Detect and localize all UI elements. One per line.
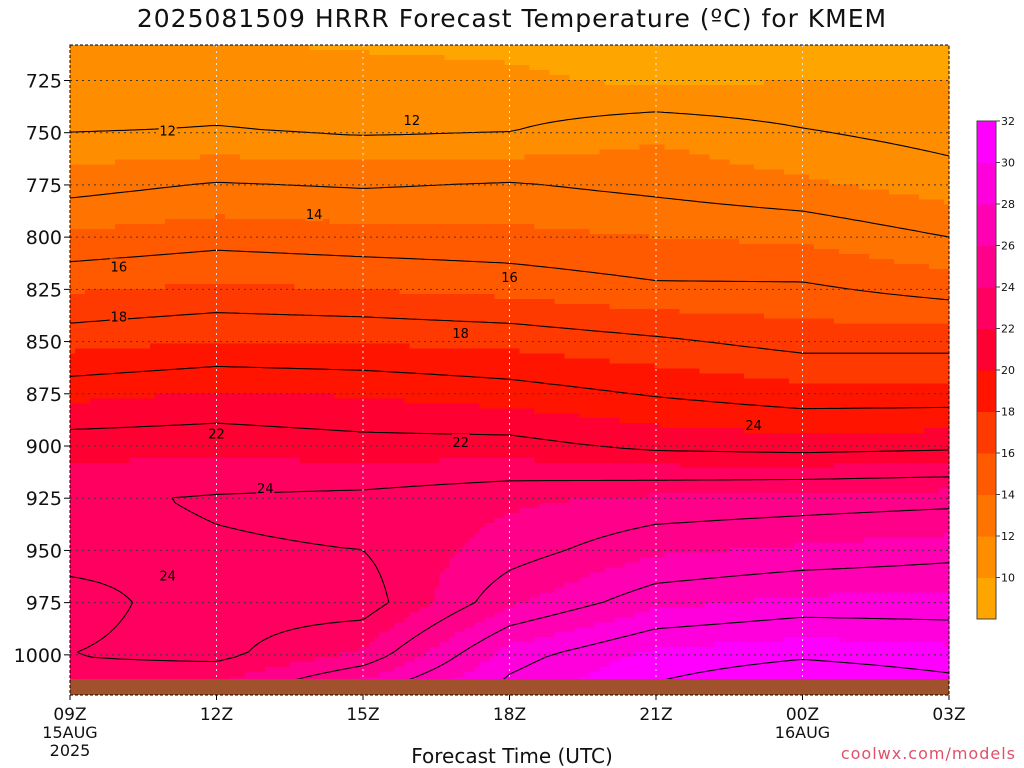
contour-label: 24 (159, 569, 176, 584)
colorbar: 10 12 14 16 18 20 22 24 26 28 30 32 (976, 115, 1015, 620)
colorbar-segment (977, 453, 996, 495)
colorbar-segment (977, 162, 996, 205)
colorbar-segment (977, 204, 996, 246)
x-tick-sublabel: 2025 (50, 741, 91, 760)
y-tick-label: 1000 (14, 645, 62, 667)
contour-line (69, 249, 950, 301)
contour-line (69, 181, 950, 238)
colorbar-segment (977, 245, 996, 288)
colorbar-tick-label: 26 (1001, 240, 1015, 253)
colorbar-tick-label: 30 (1001, 157, 1015, 170)
y-axis: 725 750 775 800 825 850 875 900 925 950 975 1000 (14, 71, 70, 667)
contour-label: 18 (111, 311, 128, 326)
contour-label-bg (402, 112, 421, 128)
x-tick-sublabel: 16AUG (775, 723, 830, 742)
contour-label: 16 (111, 260, 128, 275)
contour-label-bg (207, 425, 226, 441)
contour-label: 22 (452, 436, 469, 451)
y-tick-label: 775 (26, 175, 62, 197)
contour-label: 14 (306, 208, 323, 223)
colorbar-tick-label: 12 (1001, 530, 1015, 543)
contour-label: 22 (208, 427, 225, 442)
y-tick-label: 900 (26, 436, 62, 458)
y-tick-label: 750 (26, 123, 62, 145)
contour-line (656, 658, 950, 683)
contour-label: 24 (257, 482, 274, 497)
y-tick-label: 850 (26, 332, 62, 354)
y-tick-label: 825 (26, 279, 62, 301)
y-tick-label: 725 (26, 71, 62, 93)
y-tick-label: 950 (26, 540, 62, 562)
colorbar-segment (977, 121, 996, 163)
colorbar-segment (977, 411, 996, 454)
contour-line (69, 365, 949, 410)
ground-strip (70, 679, 949, 695)
contour-label: 18 (452, 327, 469, 342)
contour-label-bg (451, 433, 470, 449)
colorbar-tick-label: 10 (1001, 572, 1015, 585)
x-tick-label: 18Z (493, 705, 526, 725)
contour-label-bg (109, 258, 128, 274)
x-tick-label: 03Z (932, 705, 965, 725)
contour-label-bg (158, 122, 177, 138)
colorbar-tick-label: 24 (1001, 281, 1015, 294)
x-tick-label: 15Z (346, 705, 379, 725)
contour-line (69, 476, 950, 663)
colorbar-segment (977, 370, 996, 412)
contour-label-bg (744, 417, 763, 433)
colorbar-tick-label: 14 (1001, 489, 1015, 502)
grid-vertical (216, 45, 803, 679)
chart-title: 2025081509 HRRR Forecast Temperature (ºC… (0, 4, 1024, 33)
plot-frame (69, 44, 950, 696)
x-tick-sublabel: 15AUG (42, 723, 97, 742)
contour-label-bg (256, 479, 275, 495)
x-tick-label: 21Z (639, 705, 672, 725)
y-tick-label: 925 (26, 488, 62, 510)
x-axis-label: Forecast Time (UTC) (0, 744, 1024, 768)
contour-label: 24 (745, 419, 762, 434)
contour-label-bg (109, 308, 128, 324)
y-tick-label: 875 (26, 384, 62, 406)
x-tick-label: 00Z (786, 705, 819, 725)
x-tick-label: 09Z (53, 705, 86, 725)
contour-line (286, 508, 950, 683)
colorbar-segment (977, 287, 996, 329)
colorbar-segment (977, 536, 996, 578)
colorbar-tick-label: 32 (1001, 115, 1015, 128)
contour-label-bg (500, 268, 519, 284)
contour-label-bg (305, 206, 324, 222)
contour-label-bg (451, 325, 470, 341)
colorbar-segment (977, 494, 996, 537)
contour-line (69, 312, 949, 354)
x-tick-label: 12Z (200, 705, 233, 725)
y-tick-label: 975 (26, 593, 62, 615)
colorbar-tick-label: 28 (1001, 198, 1015, 211)
colorbar-tick-label: 18 (1001, 406, 1015, 419)
contour-line (401, 562, 950, 683)
credit-link[interactable]: coolwx.com/models (841, 744, 1016, 763)
contour-label: 12 (159, 125, 176, 140)
colorbar-tick-label: 22 (1001, 323, 1015, 336)
colorbar-tick-label: 20 (1001, 364, 1015, 377)
contour-labels: 12 12 14 16 16 18 18 22 22 24 24 24 (109, 112, 763, 584)
contour-label: 12 (404, 114, 421, 129)
contour-line (69, 111, 950, 157)
y-tick-label: 800 (26, 227, 62, 249)
colorbar-segment (977, 577, 996, 620)
contour-line (499, 616, 950, 683)
contour-label: 16 (501, 271, 518, 286)
colorbar-tick-label: 16 (1001, 447, 1015, 460)
colorbar-segment (977, 328, 996, 371)
contour-label-bg (158, 567, 177, 583)
